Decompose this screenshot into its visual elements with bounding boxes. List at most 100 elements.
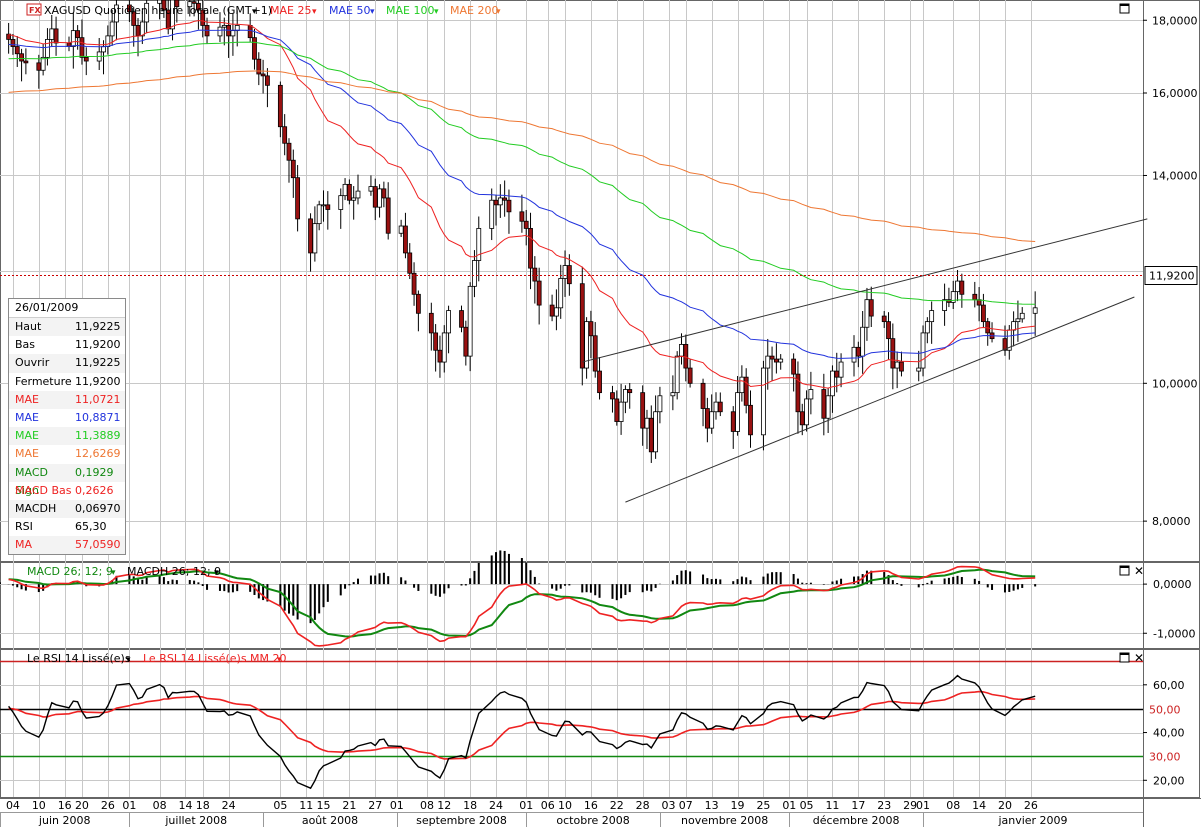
macd-panel [0,550,1037,647]
indicator-mae25-label[interactable]: MAE 25 [270,4,311,17]
candle-body [924,321,930,334]
rsi-close-icon[interactable]: ✕ [1134,651,1144,665]
date-tick-label: 14 [972,799,986,812]
candle-body [467,285,473,357]
candle-body [265,75,270,86]
price-tick-label: 18,0000 [1152,14,1198,27]
candle-body [584,321,589,369]
mae25-dropdown-icon[interactable]: ▾ [312,7,317,17]
candle-body [920,332,926,369]
macdh-label[interactable]: MACDH 26; 12; 9 [127,565,221,578]
candle-body [312,223,318,254]
candle-body [14,46,20,55]
candle-body [886,321,891,340]
candle-body [942,299,947,311]
candle-body [170,0,175,30]
fx-badge-text: FX [29,6,41,15]
axes: 11,9200 8,0000 10,0000 14,0000 16,0000 18,000… [0,14,1201,827]
info-row-value: 0,2626 [75,483,114,497]
candle-body [398,225,404,234]
date-tick-label: 21 [342,799,356,812]
macd-dropdown-icon[interactable]: ▾ [111,568,116,578]
candle-body [778,358,784,363]
rsi-label[interactable]: Le RSI 14 Lissé(e)s [27,652,131,665]
mae100-dropdown-icon[interactable]: ▾ [434,7,439,17]
date-tick-label: 05 [273,799,287,812]
price-panel [0,0,1148,503]
instrument-title[interactable]: XAGUSD Quotidien heure locale (GMT+1) [44,4,272,17]
candle-body [558,278,564,309]
candle-body [795,373,801,413]
rsi-ma-label[interactable]: Le RSI 14 Lissé(e)s MM 20 [143,652,287,665]
date-tick-label: 28 [636,799,650,812]
last-price-box [1144,266,1198,285]
macdh-dropdown-icon[interactable]: ▾ [214,568,219,578]
date-tick-label: 08 [153,799,167,812]
price-tick-label: 8,0000 [1152,515,1191,528]
candle-body [864,299,870,328]
info-row-value: 11,0721 [75,392,121,406]
macd-label[interactable]: MACD 26; 12; 9 [27,565,113,578]
candle-body [19,53,24,62]
info-row-value: 0,06970 [75,501,121,515]
candle-body [10,39,16,47]
month-label: octobre 2008 [556,814,629,827]
candle-body [618,401,624,422]
candle-body [40,56,46,71]
macd-close-icon[interactable]: ✕ [1134,564,1144,578]
month-label: janvier 2009 [997,814,1067,827]
indicator-mae100-label[interactable]: MAE 100 [386,4,434,17]
date-tick-label: 14 [178,799,192,812]
mae200-dropdown-icon[interactable]: ▾ [496,7,501,17]
date-tick-label: 19 [731,799,745,812]
candle-body [83,56,89,62]
candle-body [6,33,12,40]
date-tick-label: 25 [756,799,770,812]
candle-body [346,183,352,201]
info-row-label: MACDH [15,501,57,515]
macd-tick-label: -1,0000 [1153,627,1195,640]
info-row-value: 12,6269 [75,447,121,461]
info-panel: 26/01/2009 Haut 11,9225 Bas 11,9200 Ouvrir 11… [8,298,126,556]
date-tick-label: 23 [877,799,891,812]
candle-body [804,398,809,426]
candle-body [704,408,710,429]
rsi-ma-dropdown-icon[interactable]: ▾ [277,655,282,665]
candle-body [351,197,357,201]
mae50-dropdown-icon[interactable]: ▾ [370,7,375,17]
rsi-line [8,674,1036,790]
candle-body [851,346,857,363]
candle-body [679,344,684,357]
info-row-value: 65,30 [75,520,107,534]
candle-body [562,265,568,279]
instrument-dropdown-icon[interactable]: ▾ [252,7,257,17]
candle-body [316,204,322,225]
info-row: MACD Bas 0,2626 [9,482,125,500]
macd-signal-line [8,568,1036,638]
candle-body [838,361,844,378]
info-row-label: MACD Sign [15,465,48,497]
candle-body [761,367,766,436]
candle-body [566,265,572,285]
date-tick-label: 27 [368,799,382,812]
candle-body [135,25,141,37]
date-tick-label: 22 [610,799,624,812]
date-tick-label: 06 [541,799,555,812]
date-tick-label: 18 [196,799,210,812]
info-row-value: 10,8871 [75,410,121,424]
info-row-label: Fermeture [15,374,72,388]
candle-body [157,0,162,4]
candle-body [808,389,814,400]
candle-body [830,370,835,397]
indicator-mae200-label[interactable]: MAE 200 [450,4,498,17]
candle-body [187,1,193,8]
candle-body [191,1,197,4]
rsi-dropdown-icon[interactable]: ▾ [126,655,131,665]
month-label: novembre 2008 [681,814,768,827]
indicator-mae50-label[interactable]: MAE 50 [329,4,370,17]
candle-body [489,199,495,229]
candle-body [972,293,978,301]
date-tick-label: 05 [800,799,814,812]
candle-body [899,361,904,372]
candle-body [981,304,986,323]
